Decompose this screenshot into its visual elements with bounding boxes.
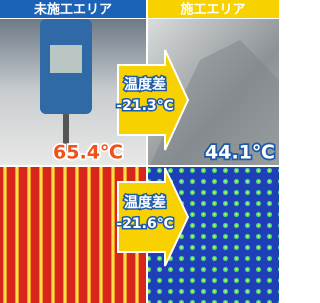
header-left: 未施工エリア: [33, 2, 112, 18]
thermal-diff-value: -21.6℃: [116, 216, 173, 232]
photo-diff-value: -21.3℃: [116, 98, 173, 114]
photo-diff-label: 温度差: [124, 76, 166, 93]
comparison-image: 未施工エリア 施工エリア 温度差 -21.3℃ 温度差 -21.6℃ 65.4℃…: [0, 0, 279, 303]
thermal-diff-label: 温度差: [124, 194, 166, 211]
treated-reading: 44.1℃: [205, 142, 275, 164]
untreated-reading: 65.4℃: [53, 142, 123, 164]
thermometer-display: [50, 45, 82, 73]
header-right: 施工エリア: [180, 2, 245, 18]
